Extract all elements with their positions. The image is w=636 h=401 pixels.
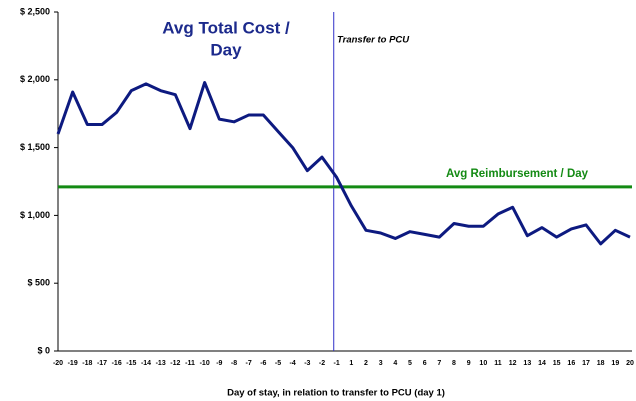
x-tick-label: -6 — [260, 360, 266, 367]
x-tick-label: -5 — [275, 360, 281, 367]
x-tick-label: -19 — [68, 360, 78, 367]
x-tick-label: -14 — [141, 360, 151, 367]
x-tick-label: 1 — [349, 360, 353, 367]
x-tick-label: 6 — [423, 360, 427, 367]
x-tick-label: 15 — [553, 360, 561, 367]
x-tick-label: -2 — [319, 360, 325, 367]
x-tick-label: 16 — [567, 360, 575, 367]
x-tick-label: -12 — [170, 360, 180, 367]
x-axis-label: Day of stay, in relation to transfer to … — [227, 388, 445, 399]
x-tick-label: -18 — [82, 360, 92, 367]
x-tick-label: -3 — [304, 360, 310, 367]
x-tick-label: 8 — [452, 360, 456, 367]
data-line — [56, 81, 631, 246]
x-tick-label: 12 — [509, 360, 517, 367]
x-tick-label: 20 — [626, 360, 634, 367]
x-tick-label: 5 — [408, 360, 412, 367]
annotation: Transfer to PCU — [337, 35, 410, 46]
x-tick-label: 10 — [479, 360, 487, 367]
x-tick-label: 3 — [379, 360, 383, 367]
x-tick-label: 17 — [582, 360, 590, 367]
y-tick-label: $ 1,000 — [20, 210, 50, 220]
x-tick-label: 9 — [467, 360, 471, 367]
x-tick-label: -16 — [112, 360, 122, 367]
chart-title: Day — [210, 40, 242, 59]
x-tick-label: -4 — [290, 360, 296, 367]
x-tick-label: -15 — [126, 360, 136, 367]
x-tick-label: 14 — [538, 360, 546, 367]
x-tick-label: 11 — [494, 360, 502, 367]
x-tick-label: -13 — [156, 360, 166, 367]
x-tick-label: 7 — [437, 360, 441, 367]
y-tick-label: $ 0 — [37, 345, 50, 355]
y-tick-label: $ 500 — [27, 278, 50, 288]
chart-title: Avg Total Cost / — [162, 18, 290, 37]
x-tick-label: 4 — [393, 360, 397, 367]
x-tick-label: -10 — [200, 360, 210, 367]
x-tick-label: -20 — [53, 360, 63, 367]
x-tick-label: 13 — [523, 360, 531, 367]
y-tick-label: $ 2,000 — [20, 74, 50, 84]
y-tick-label: $ 1,500 — [20, 142, 50, 152]
x-tick-label: -9 — [216, 360, 222, 367]
x-tick-label: 18 — [597, 360, 605, 367]
x-tick-label: 19 — [611, 360, 619, 367]
y-tick-label: $ 2,500 — [20, 6, 50, 16]
x-tick-label: -17 — [97, 360, 107, 367]
x-tick-label: -8 — [231, 360, 237, 367]
reference-label: Avg Reimbursement / Day — [446, 168, 589, 180]
x-tick-label: 2 — [364, 360, 368, 367]
x-tick-label: -1 — [334, 360, 340, 367]
x-tick-label: -11 — [185, 360, 195, 367]
x-tick-label: -7 — [246, 360, 252, 367]
